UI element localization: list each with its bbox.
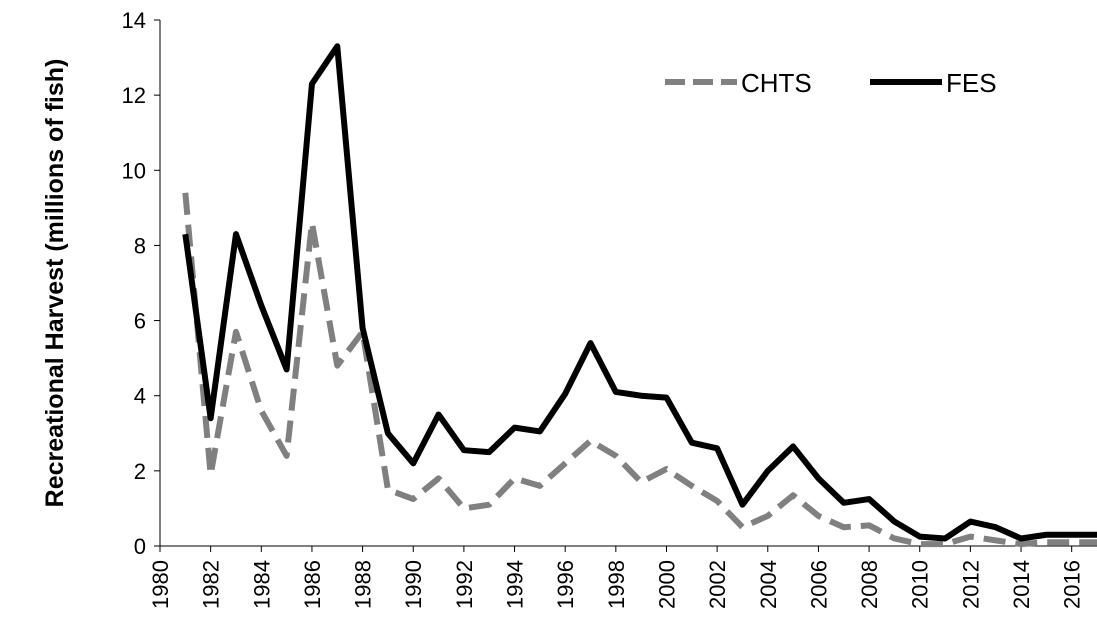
x-tick-label: 1998	[604, 560, 629, 609]
x-tick-label: 2004	[756, 560, 781, 609]
y-tick-label: 10	[122, 158, 146, 183]
y-tick-label: 14	[122, 8, 146, 33]
x-tick-label: 2008	[857, 560, 882, 609]
x-tick-label: 1986	[300, 560, 325, 609]
y-axis-label: Recreational Harvest (millions of fish)	[41, 58, 69, 508]
y-tick-label: 8	[134, 233, 146, 258]
x-tick-label: 1982	[199, 560, 224, 609]
x-tick-label: 1984	[249, 560, 274, 609]
series-line	[182, 192, 1097, 548]
y-tick-label: 12	[122, 83, 146, 108]
legend-label: FES	[946, 68, 997, 98]
x-tick-label: 2014	[1009, 560, 1034, 609]
x-tick-label: 1990	[401, 560, 426, 609]
y-tick-label: 0	[134, 534, 146, 559]
x-tick-label: 2012	[958, 560, 983, 609]
x-tick-label: 2000	[654, 560, 679, 609]
x-tick-label: 1988	[351, 560, 376, 609]
x-tick-label: 1994	[503, 560, 528, 609]
x-tick-label: 2006	[806, 560, 831, 609]
x-tick-label: 1980	[148, 560, 173, 609]
legend-label: CHTS	[741, 68, 812, 98]
series-line	[182, 43, 1097, 542]
x-tick-label: 1992	[452, 560, 477, 609]
x-tick-label: 1996	[553, 560, 578, 609]
y-tick-label: 2	[134, 459, 146, 484]
x-tick-label: 2016	[1060, 560, 1085, 609]
y-tick-label: 6	[134, 309, 146, 334]
x-tick-label: 2002	[705, 560, 730, 609]
x-tick-label: 2010	[908, 560, 933, 609]
y-tick-label: 4	[134, 384, 146, 409]
